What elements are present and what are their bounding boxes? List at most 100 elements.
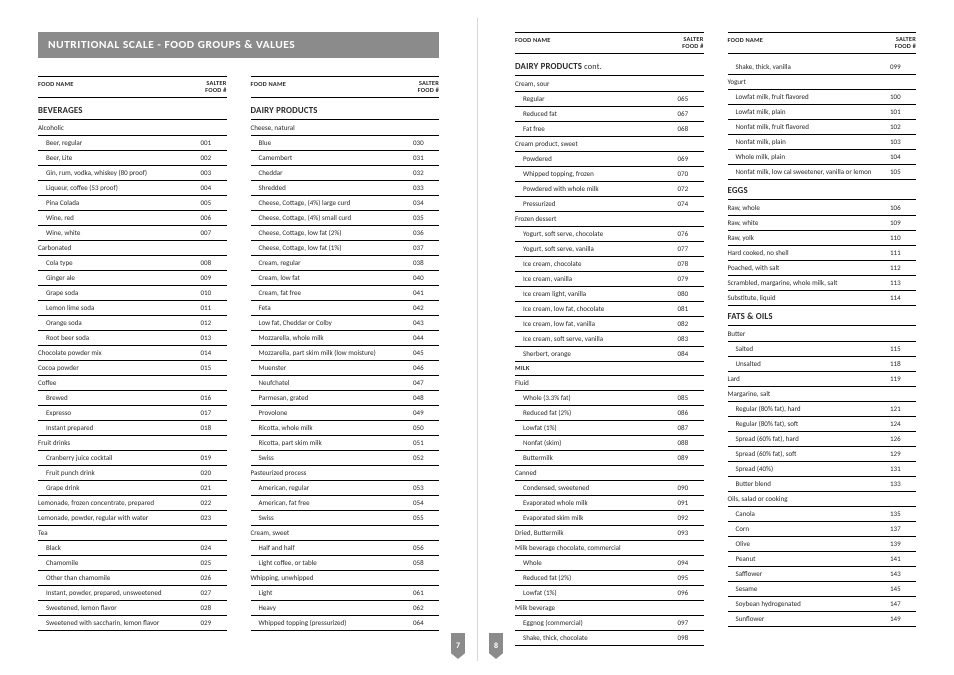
table-row: Cola type008 xyxy=(38,256,227,271)
food-name: Nonfat (skim) xyxy=(515,438,678,447)
food-name: Raw, white xyxy=(728,218,891,227)
food-name: Spread (60% fat), hard xyxy=(728,434,891,443)
table-row: Whole094 xyxy=(515,556,704,571)
table-row: Low fat, Cheddar or Colby043 xyxy=(251,316,440,331)
table-header: FOOD NAMESALTER FOOD # xyxy=(251,76,440,98)
table-row: Cream, low fat040 xyxy=(251,271,440,286)
food-name: Cola type xyxy=(38,258,201,267)
table-row: Lemon lime soda011 xyxy=(38,301,227,316)
table-row: Wine, white007 xyxy=(38,226,227,241)
food-name: Peanut xyxy=(728,554,891,563)
food-name: Ricotta, part skim milk xyxy=(251,438,414,447)
table-row: Root beer soda013 xyxy=(38,331,227,346)
table-row: Parmesan, grated048 xyxy=(251,391,440,406)
food-number: 008 xyxy=(201,258,227,267)
table-row: Whole (3.3% fat)085 xyxy=(515,391,704,406)
sub-header: Coffee xyxy=(38,376,227,391)
food-name: Ice cream, vanilla xyxy=(515,274,678,283)
food-name: Sherbert, orange xyxy=(515,349,678,358)
food-name: Cheese, Cottage, (4%) small curd xyxy=(251,213,414,222)
food-number: 089 xyxy=(678,453,704,462)
food-name: Heavy xyxy=(251,603,414,612)
table-row: Spread (60% fat), soft129 xyxy=(728,447,917,462)
food-number: 003 xyxy=(201,168,227,177)
food-number: 076 xyxy=(678,229,704,238)
table-row: Yogurt, soft serve, chocolate076 xyxy=(515,227,704,242)
sub-header: Milk beverage chocolate, commercial xyxy=(515,541,704,556)
table-row: Ice cream, low fat, chocolate081 xyxy=(515,302,704,317)
table-row: Sweetened, lemon flavor028 xyxy=(38,601,227,616)
food-name: Ricotta, whole milk xyxy=(251,423,414,432)
food-name: Regular xyxy=(515,94,678,103)
page-number-right: 8 xyxy=(489,633,503,659)
food-name: Fat free xyxy=(515,124,678,133)
food-number: 114 xyxy=(890,293,916,302)
food-name: Mozzarella, part skim milk (low moisture… xyxy=(251,348,414,357)
table-row: Cheese, Cottage, low fat (2%)036 xyxy=(251,226,440,241)
table-row: Ice cream light, vanilla080 xyxy=(515,287,704,302)
table-row: Brewed016 xyxy=(38,391,227,406)
food-number: 074 xyxy=(678,199,704,208)
food-number: 040 xyxy=(413,273,439,282)
table-row: Ice cream, vanilla079 xyxy=(515,272,704,287)
sub-header: Canned xyxy=(515,466,704,481)
food-number: 032 xyxy=(413,168,439,177)
sub-header: Butter xyxy=(728,327,917,342)
food-name: Spread (40%) xyxy=(728,464,891,473)
food-name: Powdered with whole milk xyxy=(515,184,678,193)
food-name: Other than chamomile xyxy=(38,573,201,582)
sub-header: Pasteurized process xyxy=(251,466,440,481)
food-name: Whipped topping, frozen xyxy=(515,169,678,178)
food-number: 102 xyxy=(890,122,916,131)
table-row: Orange soda012 xyxy=(38,316,227,331)
food-name: Parmesan, grated xyxy=(251,393,414,402)
right-columns: FOOD NAMESALTER FOOD #DAIRY PRODUCTS con… xyxy=(515,32,916,646)
food-number: 091 xyxy=(678,498,704,507)
food-number: 051 xyxy=(413,438,439,447)
food-name: Ice cream, chocolate xyxy=(515,259,678,268)
page-number-left: 7 xyxy=(451,633,465,659)
food-number: 056 xyxy=(413,543,439,552)
table-row: Ice cream, chocolate078 xyxy=(515,257,704,272)
table-row: Cream, regular038 xyxy=(251,256,440,271)
food-number: 094 xyxy=(678,558,704,567)
food-name: Canola xyxy=(728,509,891,518)
sub-header: Margarine, salt xyxy=(728,387,917,402)
food-name: Lemonade, powder, regular with water xyxy=(38,513,201,522)
food-number: 058 xyxy=(413,558,439,567)
food-name: Butter blend xyxy=(728,479,891,488)
food-name: Root beer soda xyxy=(38,333,201,342)
sub-header: Cheese, natural xyxy=(251,121,440,136)
header-food-num: SALTER FOOD # xyxy=(682,36,703,51)
food-number: 036 xyxy=(413,228,439,237)
food-name: Mozzarella, whole milk xyxy=(251,333,414,342)
food-name: Yogurt, soft serve, vanilla xyxy=(515,244,678,253)
food-name: Camembert xyxy=(251,153,414,162)
table-row: Reduced fat (2%)095 xyxy=(515,571,704,586)
food-name: Shredded xyxy=(251,183,414,192)
food-name: Yogurt, soft serve, chocolate xyxy=(515,229,678,238)
table-row: Gin, rum, vodka, whiskey (80 proof)003 xyxy=(38,166,227,181)
sub-header: Milk beverage xyxy=(515,601,704,616)
food-number: 131 xyxy=(890,464,916,473)
food-name: Unsalted xyxy=(728,359,891,368)
food-name: Cream, regular xyxy=(251,258,414,267)
table-row: Sherbert, orange084 xyxy=(515,347,704,362)
table-row: Olive139 xyxy=(728,537,917,552)
table-row: Unsalted118 xyxy=(728,357,917,372)
food-name: Soybean hydrogenated xyxy=(728,599,891,608)
table-row: Fruit punch drink020 xyxy=(38,466,227,481)
table-row: Blue030 xyxy=(251,136,440,151)
table-row: Expresso017 xyxy=(38,406,227,421)
food-name: Whole milk, plain xyxy=(728,152,891,161)
food-number: 020 xyxy=(201,468,227,477)
food-name: Ice cream, soft serve, vanilla xyxy=(515,334,678,343)
food-name: Black xyxy=(38,543,201,552)
food-number: 083 xyxy=(678,334,704,343)
food-number: 068 xyxy=(678,124,704,133)
food-number: 012 xyxy=(201,318,227,327)
food-number: 023 xyxy=(201,513,227,522)
food-number: 016 xyxy=(201,393,227,402)
table-row: Peanut141 xyxy=(728,552,917,567)
food-number: 072 xyxy=(678,184,704,193)
